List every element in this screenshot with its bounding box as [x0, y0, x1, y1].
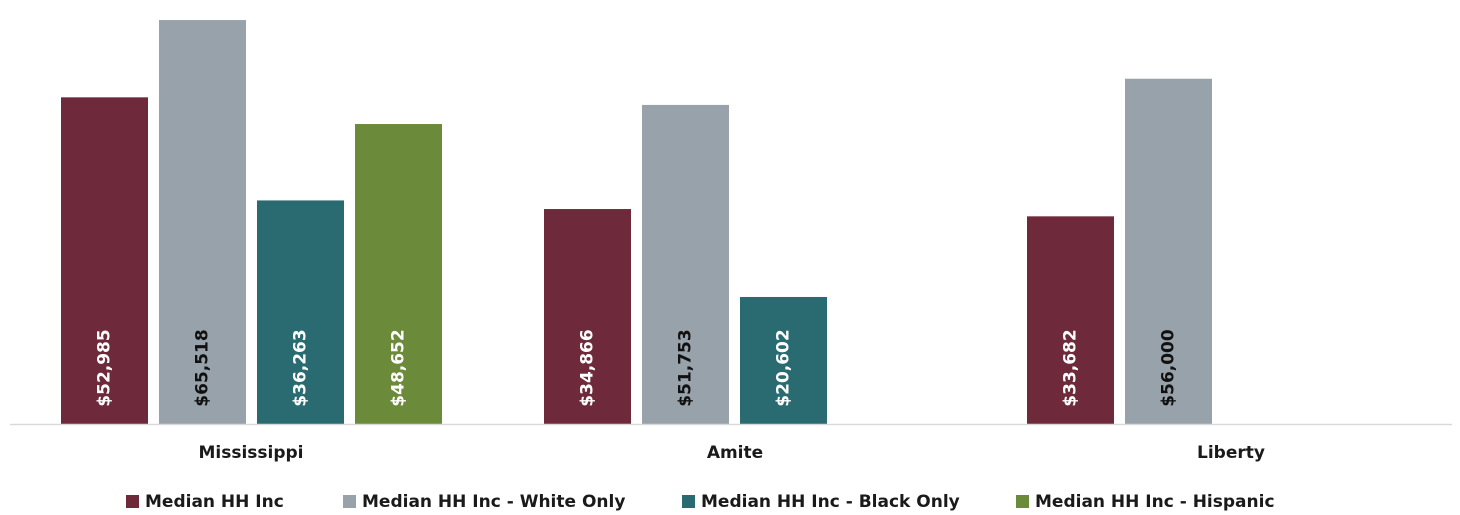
bar-mississippi-median-hh-inc-black-only: [257, 200, 344, 424]
bar-liberty-median-hh-inc-white-only: [1125, 78, 1212, 424]
legend-swatch-median-hh-inc-hispanic: [1016, 495, 1029, 508]
data-label-amite-median-hh-inc-black-only: $20,602: [774, 329, 794, 406]
legend-label-median-hh-inc-black-only: Median HH Inc - Black Only: [701, 492, 960, 512]
bars-layer: [61, 20, 1212, 425]
category-label-mississippi: Mississippi: [198, 443, 303, 463]
data-label-liberty-median-hh-inc-white-only: $56,000: [1159, 329, 1179, 407]
legend-label-median-hh-inc: Median HH Inc: [145, 492, 284, 512]
data-label-mississippi-median-hh-inc-hispanic: $48,652: [389, 329, 409, 406]
legend-label-median-hh-inc-white-only: Median HH Inc - White Only: [362, 492, 625, 512]
bar-amite-median-hh-inc-white-only: [642, 104, 729, 424]
data-label-liberty-median-hh-inc: $33,682: [1061, 329, 1081, 406]
bar-liberty-median-hh-inc: [1027, 216, 1114, 424]
data-label-mississippi-median-hh-inc: $52,985: [95, 329, 115, 406]
bar-mississippi-median-hh-inc-white-only: [159, 20, 246, 424]
bar-mississippi-median-hh-inc-hispanic: [355, 124, 442, 425]
bar-amite-median-hh-inc-black-only: [740, 296, 827, 424]
legend-swatch-median-hh-inc: [126, 495, 139, 508]
category-label-liberty: Liberty: [1197, 443, 1265, 463]
category-label-amite: Amite: [707, 443, 763, 463]
legend-swatch-median-hh-inc-white-only: [343, 495, 356, 508]
bar-labels-layer: $52,985 $65,518 $36,263 $48,652 $34,866 $51,7…: [95, 329, 1179, 407]
data-label-mississippi-median-hh-inc-white-only: $65,518: [193, 329, 213, 406]
legend-label-median-hh-inc-hispanic: Median HH Inc - Hispanic: [1035, 492, 1275, 512]
legend: Median HH Inc Median HH Inc - White Only M…: [126, 492, 1275, 512]
data-label-amite-median-hh-inc-white-only: $51,753: [676, 329, 696, 406]
category-labels: Mississippi Amite Liberty: [198, 443, 1265, 463]
bar-mississippi-median-hh-inc: [61, 97, 148, 424]
data-label-mississippi-median-hh-inc-black-only: $36,263: [291, 329, 311, 406]
bar-amite-median-hh-inc: [544, 209, 631, 424]
legend-swatch-median-hh-inc-black-only: [682, 495, 695, 508]
data-label-amite-median-hh-inc: $34,866: [578, 329, 598, 406]
